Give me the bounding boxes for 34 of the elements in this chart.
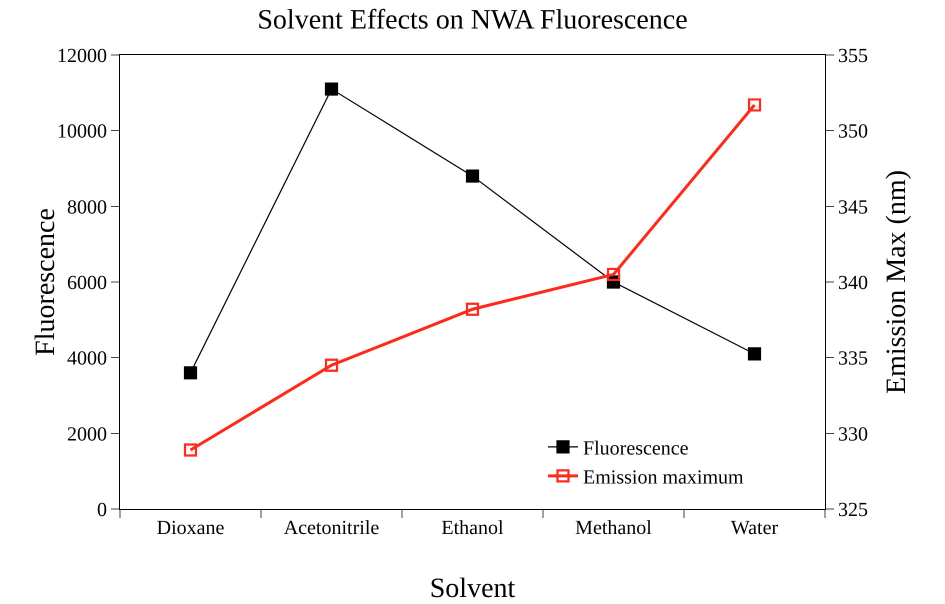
x-tick-label: Dioxane xyxy=(156,517,224,539)
x-tick-label: Methanol xyxy=(575,517,652,539)
y-tick-label: 4000 xyxy=(67,348,107,370)
point xyxy=(184,443,198,457)
y2-tick-label: 345 xyxy=(838,196,868,218)
x-tick-label: Ethanol xyxy=(441,517,504,539)
point xyxy=(324,82,338,96)
y-tick-label: 12000 xyxy=(57,45,107,67)
x-axis-title: Solvent xyxy=(430,573,516,604)
y2-tick-label: 330 xyxy=(838,423,868,446)
y-axis-title: Fluorescence xyxy=(30,208,61,356)
chart-title: Solvent Effects on NWA Fluorescence xyxy=(257,4,688,36)
y-tick-label: 2000 xyxy=(67,423,107,446)
point xyxy=(466,169,480,183)
point xyxy=(748,347,762,360)
point xyxy=(184,366,198,380)
legend-label: Emission maximum xyxy=(583,466,744,489)
y-tick-label: 8000 xyxy=(67,196,107,218)
y-tick-label: 0 xyxy=(97,499,107,521)
point xyxy=(466,302,480,316)
legend-label: Fluorescence xyxy=(583,438,689,460)
point xyxy=(324,358,338,372)
y-tick-label: 6000 xyxy=(67,272,107,294)
y2-tick-label: 325 xyxy=(838,499,868,521)
x-tick-label: Water xyxy=(730,517,778,539)
y2-tick-label: 355 xyxy=(838,45,868,67)
x-tick-label: Acetonitrile xyxy=(284,517,380,539)
y-tick-label: 10000 xyxy=(57,120,107,143)
point xyxy=(606,268,620,282)
y2-tick-label: 340 xyxy=(838,272,868,294)
y2-axis-title: Emission Max (nm) xyxy=(881,170,912,394)
y2-tick-label: 335 xyxy=(838,348,868,370)
point xyxy=(748,98,762,112)
y2-tick-label: 350 xyxy=(838,120,868,143)
